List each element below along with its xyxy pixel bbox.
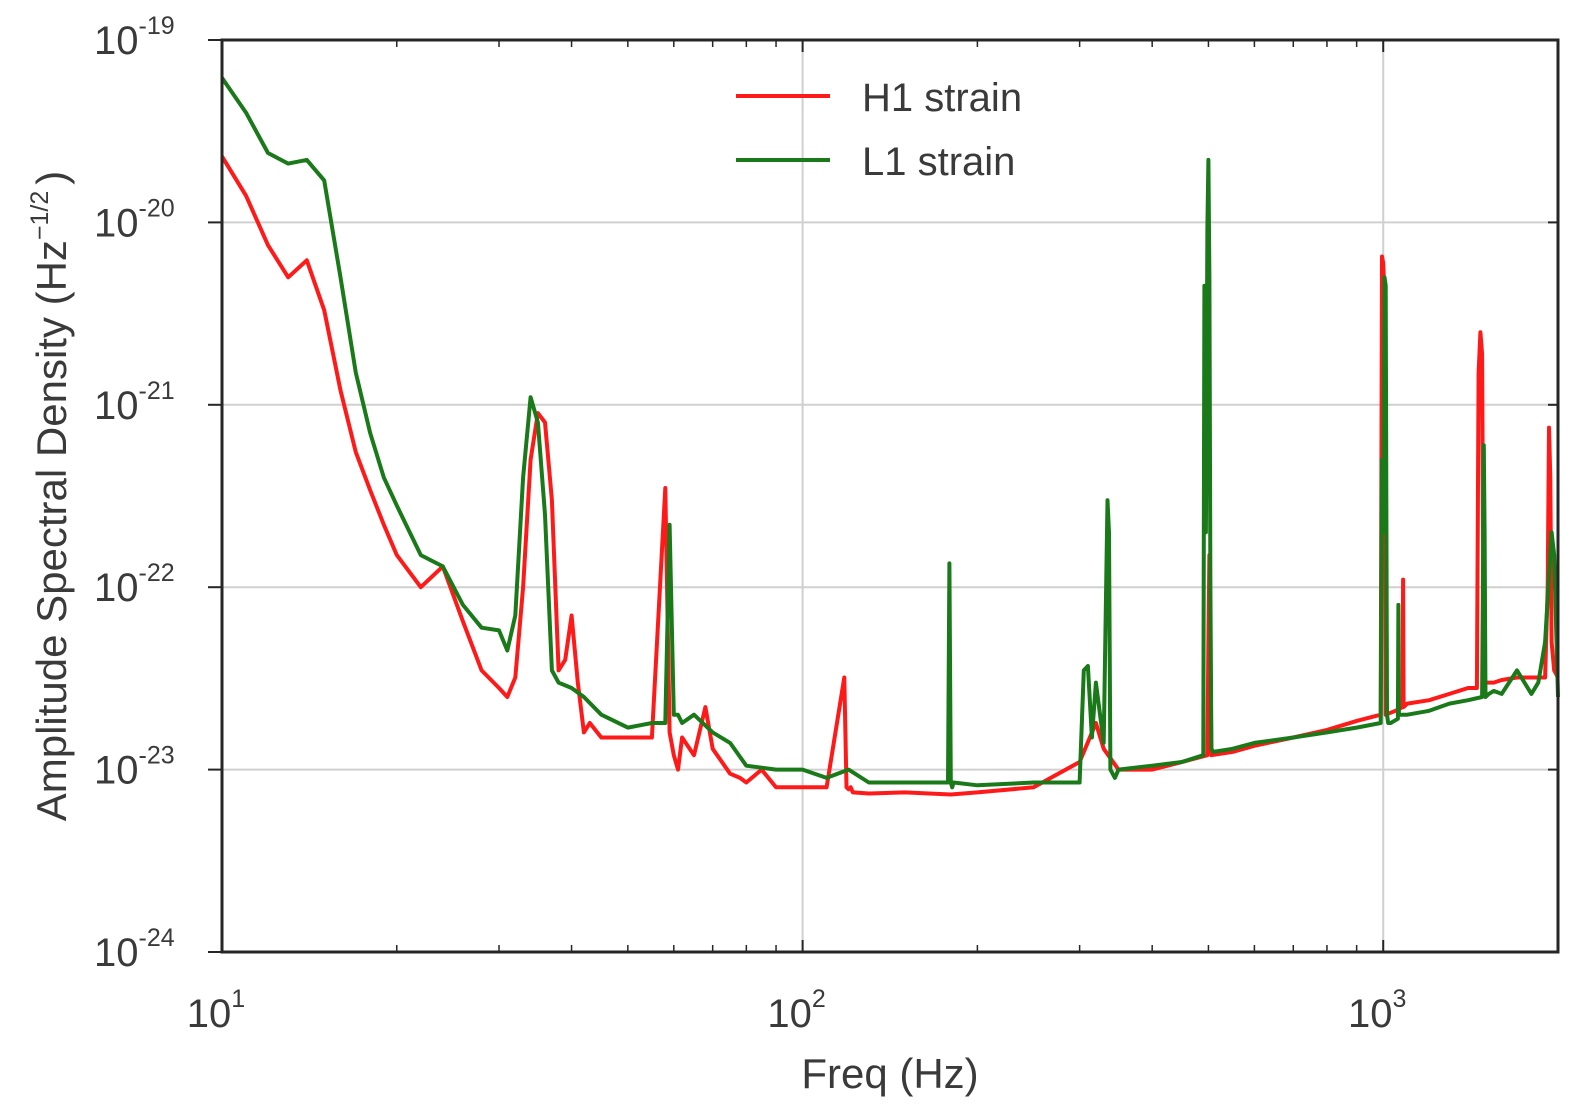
y-tick-exponent: -23 (139, 742, 175, 770)
x-tick-label: 101 (187, 985, 245, 1036)
y-axis-label-text: Amplitude Spectral Density (Hz (28, 240, 75, 821)
y-tick-exponent: -24 (139, 924, 175, 952)
series-line-l1 (220, 76, 1560, 790)
series-line-h1 (220, 155, 1560, 797)
x-tick-label: 102 (767, 985, 825, 1036)
y-tick-base: 10 (94, 201, 139, 245)
x-axis-label: Freq (Hz) (801, 1050, 978, 1097)
y-tick-exponent: -19 (139, 12, 175, 40)
y-tick-label: 10-20 (94, 194, 175, 245)
x-tick-label: 103 (1348, 985, 1406, 1036)
x-tick-exponent: 2 (812, 985, 826, 1013)
y-axis-label-exponent: −1/2 (26, 191, 54, 240)
y-axis-label-close: ) (28, 171, 75, 185)
y-tick-label: 10-19 (94, 12, 175, 63)
y-tick-base: 10 (94, 749, 139, 793)
y-tick-base: 10 (94, 931, 139, 975)
y-tick-exponent: -21 (139, 377, 175, 405)
y-tick-label: 10-24 (94, 924, 175, 975)
y-tick-exponent: -20 (139, 194, 175, 222)
y-tick-label: 10-21 (94, 377, 175, 428)
x-tick-base: 10 (767, 992, 812, 1036)
x-tick-base: 10 (187, 992, 232, 1036)
y-tick-base: 10 (94, 384, 139, 428)
y-tick-base: 10 (94, 19, 139, 63)
x-tick-base: 10 (1348, 992, 1393, 1036)
y-tick-label: 10-22 (94, 559, 175, 610)
y-tick-exponent: -22 (139, 559, 175, 587)
y-axis-label: Amplitude Spectral Density (Hz−1/2) (26, 171, 75, 822)
legend-label-h1: H1 strain (862, 76, 1022, 120)
series-layer (220, 76, 1560, 797)
x-tick-exponent: 1 (231, 985, 245, 1013)
plot-background (222, 40, 1558, 952)
plot-frame (220, 38, 1560, 954)
x-tick-exponent: 3 (1393, 985, 1407, 1013)
legend-label-l1: L1 strain (862, 140, 1015, 184)
y-tick-base: 10 (94, 566, 139, 610)
legend: H1 strain L1 strain (736, 76, 1022, 184)
y-tick-label: 10-23 (94, 742, 175, 793)
